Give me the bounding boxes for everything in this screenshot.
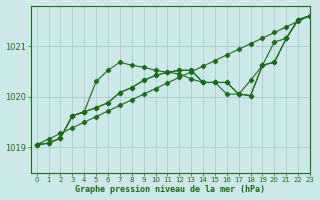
X-axis label: Graphe pression niveau de la mer (hPa): Graphe pression niveau de la mer (hPa) xyxy=(76,185,265,194)
